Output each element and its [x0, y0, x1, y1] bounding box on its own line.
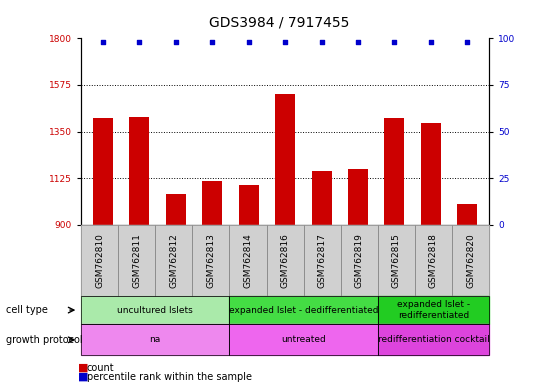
Text: na: na [150, 335, 161, 344]
Text: uncultured Islets: uncultured Islets [117, 306, 193, 314]
Point [463, 38, 472, 45]
Text: growth protocol: growth protocol [6, 335, 82, 345]
Bar [239, 185, 259, 384]
Text: expanded Islet - dedifferentiated: expanded Islet - dedifferentiated [229, 306, 378, 314]
Text: ■: ■ [78, 363, 89, 373]
Text: GSM762811: GSM762811 [132, 233, 141, 288]
Point [353, 38, 362, 45]
Bar [93, 118, 113, 384]
Bar [129, 117, 149, 384]
Bar [385, 118, 404, 384]
Text: percentile rank within the sample: percentile rank within the sample [87, 372, 252, 382]
Point [281, 38, 290, 45]
Text: GSM762814: GSM762814 [244, 233, 253, 288]
Text: GSM762812: GSM762812 [169, 233, 178, 288]
Bar [457, 204, 477, 384]
Text: GSM762817: GSM762817 [318, 233, 326, 288]
Bar [202, 181, 222, 384]
Text: GSM762816: GSM762816 [281, 233, 290, 288]
Text: count: count [87, 363, 114, 373]
Point [244, 38, 253, 45]
Text: GSM762810: GSM762810 [95, 233, 104, 288]
Text: GSM762820: GSM762820 [466, 233, 475, 288]
Point [317, 38, 326, 45]
Bar [348, 169, 368, 384]
Text: untreated: untreated [281, 335, 326, 344]
Bar [275, 94, 295, 384]
Text: GSM762819: GSM762819 [355, 233, 364, 288]
Text: GSM762815: GSM762815 [392, 233, 401, 288]
Text: ■: ■ [78, 372, 89, 382]
Point [390, 38, 399, 45]
Point [427, 38, 435, 45]
Bar [421, 123, 441, 384]
Text: expanded Islet -
redifferentiated: expanded Islet - redifferentiated [397, 300, 470, 320]
Point [135, 38, 144, 45]
Text: redifferentiation cocktail: redifferentiation cocktail [377, 335, 489, 344]
Text: cell type: cell type [6, 305, 48, 315]
Text: GSM762818: GSM762818 [429, 233, 438, 288]
Point [171, 38, 180, 45]
Point [98, 38, 107, 45]
Text: GDS3984 / 7917455: GDS3984 / 7917455 [209, 15, 350, 29]
Text: GSM762813: GSM762813 [206, 233, 215, 288]
Bar [166, 194, 186, 384]
Bar [311, 171, 331, 384]
Point [208, 38, 217, 45]
